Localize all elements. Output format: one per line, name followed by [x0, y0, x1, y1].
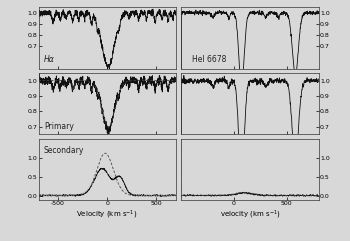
X-axis label: Velocity (km s$^{-1}$): Velocity (km s$^{-1}$)	[76, 209, 138, 221]
Text: Hα: Hα	[44, 55, 55, 65]
Text: Secondary: Secondary	[44, 146, 84, 155]
Text: Primary: Primary	[44, 122, 74, 131]
X-axis label: velocity (km s$^{-1}$): velocity (km s$^{-1}$)	[219, 209, 280, 221]
Text: HeI 6678: HeI 6678	[192, 55, 226, 65]
